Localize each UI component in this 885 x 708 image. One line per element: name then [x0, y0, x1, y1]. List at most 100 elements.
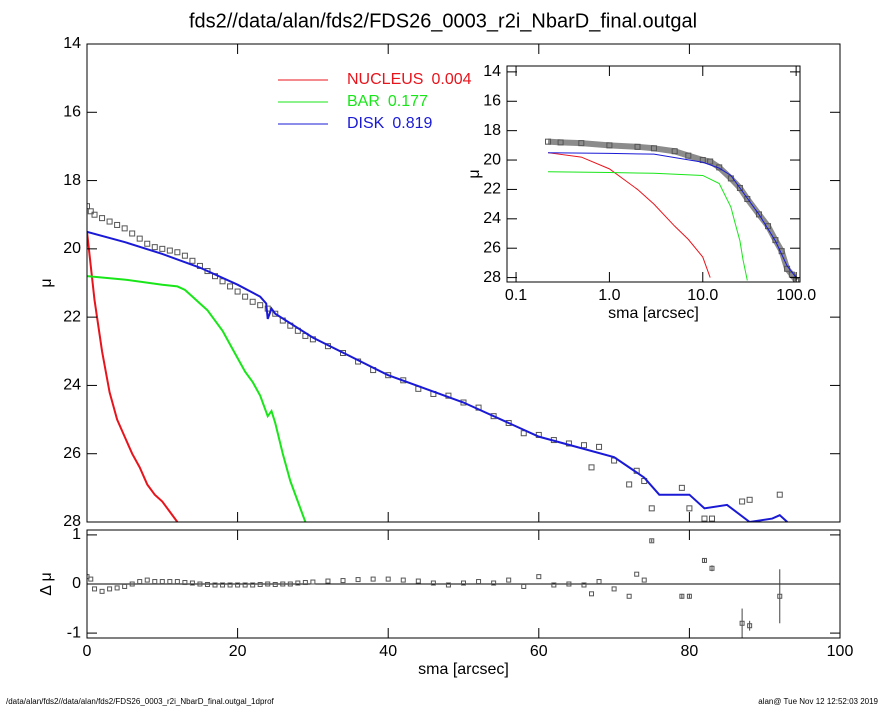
- data-point: [166, 247, 173, 254]
- data-point: [121, 225, 128, 232]
- data-point: [340, 578, 346, 584]
- data-point: [272, 310, 279, 317]
- y-tick-label: 18: [483, 122, 501, 139]
- data-point: [777, 593, 783, 599]
- data-point: [144, 577, 150, 583]
- model-line: [548, 152, 797, 278]
- data-point: [679, 593, 685, 599]
- data-point: [596, 579, 602, 585]
- data-point: [122, 583, 128, 589]
- plot-frame: [86, 529, 841, 639]
- plot-frame: [86, 43, 841, 523]
- model-line: [547, 152, 711, 278]
- data-point: [709, 565, 715, 571]
- data-point: [476, 579, 482, 585]
- data-point: [107, 586, 113, 592]
- data-point: [606, 142, 613, 149]
- data-point: [370, 576, 376, 582]
- y-axis-label: μ: [38, 278, 55, 287]
- data-point: [144, 240, 151, 247]
- data-point: [701, 515, 708, 522]
- data-point: [581, 582, 587, 588]
- data-point: [137, 579, 143, 585]
- data-point: [91, 211, 98, 218]
- data-point: [776, 491, 783, 498]
- data-point: [551, 582, 557, 588]
- data-point: [265, 581, 271, 587]
- legend-label: NUCLEUS 0.004: [347, 71, 472, 88]
- plot-content: [545, 138, 800, 282]
- data-point: [678, 484, 685, 491]
- data-point: [136, 235, 143, 242]
- data-point: [400, 577, 406, 583]
- panel: 14 16 18 20 22 24 26 280.1 1.0 10.0 100.0 sma [arcs…: [466, 63, 816, 322]
- y-tick-label: 28: [483, 269, 501, 286]
- data-point: [589, 591, 595, 597]
- data-point: [746, 496, 753, 503]
- data-point: [708, 515, 715, 522]
- data-point: [545, 138, 552, 145]
- data-band: [547, 138, 799, 282]
- data-point: [578, 140, 585, 147]
- y-tick-label: 28: [63, 513, 81, 530]
- legend-label: BAR 0.177: [347, 93, 428, 110]
- data-point: [174, 579, 180, 585]
- data-point: [174, 249, 181, 256]
- data-point: [557, 139, 564, 146]
- data-point: [114, 221, 121, 228]
- data-point: [287, 581, 293, 587]
- data-point: [242, 582, 248, 588]
- legend-fraction: 0.819: [392, 115, 432, 132]
- x-axis-label: sma [arcsec]: [418, 661, 509, 678]
- model-line: [87, 230, 788, 522]
- model-line: [87, 231, 179, 522]
- data-point: [490, 413, 497, 420]
- data-point: [626, 593, 632, 599]
- data-point: [596, 443, 603, 450]
- data-point: [204, 581, 210, 587]
- data-point: [159, 579, 165, 585]
- model-line: [548, 171, 748, 281]
- x-tick-label: 100.0: [776, 287, 816, 304]
- y-tick-label: 1: [72, 526, 81, 543]
- data-point: [114, 585, 120, 591]
- data-point: [99, 215, 106, 222]
- data-point: [739, 620, 745, 626]
- data-point: [747, 623, 753, 629]
- y-tick-label: 26: [63, 445, 81, 462]
- data-point: [686, 505, 693, 512]
- data-point: [588, 464, 595, 471]
- y-axis-label: Δ μ: [38, 572, 55, 595]
- chart-title: fds2//data/alan/fds2/FDS26_0003_r2i_Nbar…: [189, 10, 697, 32]
- data-point: [505, 419, 512, 426]
- data-point: [242, 293, 249, 300]
- data-point: [106, 218, 113, 225]
- data-point: [92, 586, 98, 592]
- data-point: [536, 574, 542, 580]
- x-tick-label: 20: [229, 643, 247, 660]
- data-point: [257, 581, 263, 587]
- data-point: [204, 268, 211, 275]
- x-tick-label: 0.1: [505, 287, 527, 304]
- data-point: [739, 498, 746, 505]
- y-tick-label: 0: [72, 575, 81, 592]
- data-point: [234, 288, 241, 295]
- data-point: [189, 257, 196, 264]
- y-tick-label: 20: [483, 151, 501, 168]
- plot-frame: [506, 65, 801, 283]
- data-point: [707, 158, 714, 165]
- data-point: [250, 582, 256, 588]
- plot-content: [87, 538, 840, 638]
- data-point: [182, 580, 188, 586]
- data-point: [566, 581, 572, 587]
- legend-name: NUCLEUS: [347, 71, 423, 88]
- data-point: [152, 579, 158, 585]
- model-line: [87, 275, 307, 522]
- data-point: [212, 582, 218, 588]
- data-point: [634, 571, 640, 577]
- data-point: [772, 237, 779, 244]
- data-point: [310, 579, 316, 585]
- x-tick-label: 10.0: [687, 287, 718, 304]
